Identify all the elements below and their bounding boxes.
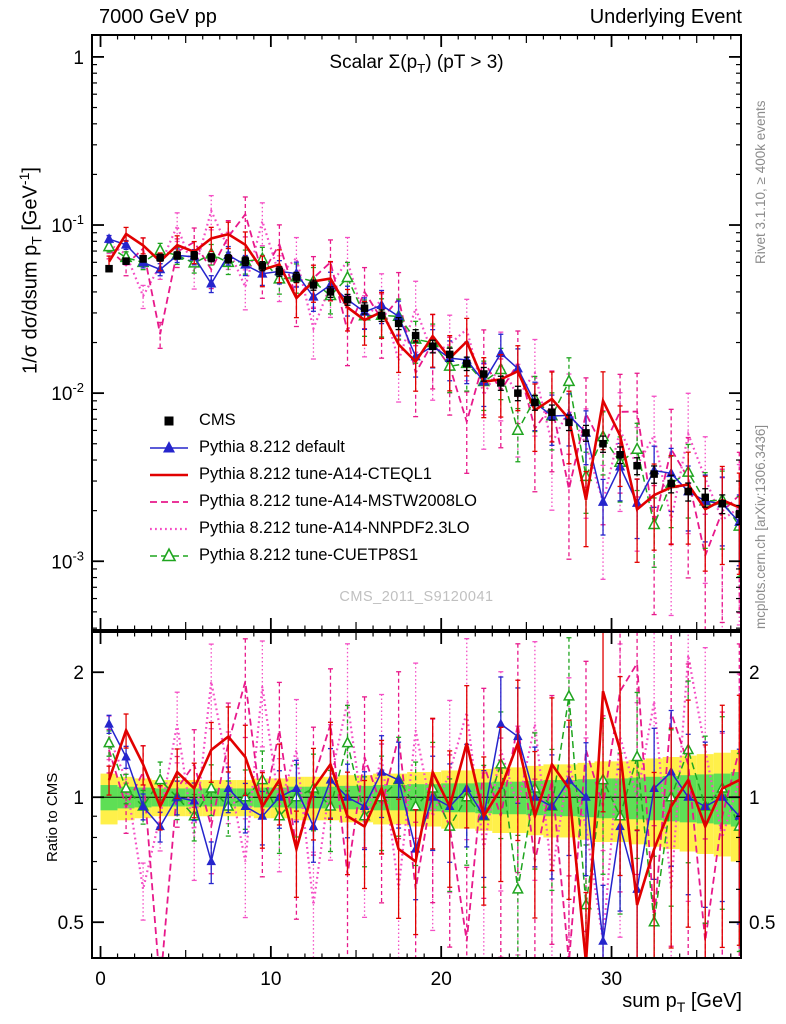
analysis-id-watermark: CMS_2011_S9120041 [339, 589, 494, 605]
legend-marker-a14-mstw2008lo [150, 500, 188, 503]
main-panel-frame [91, 34, 742, 631]
svg-text:10-3: 10-3 [51, 548, 84, 573]
beam-energy-label: 7000 GeV pp [99, 6, 217, 28]
svg-text:1: 1 [73, 788, 84, 809]
mcplots-reference-label: mcplots.cern.ch [arXiv:1306.3436] [753, 424, 768, 629]
svg-text:0: 0 [95, 969, 106, 990]
legend-item-cms: CMS [148, 407, 477, 434]
svg-text:10: 10 [260, 969, 281, 990]
axis-tick-labels: 1 10-1 10-2 10-3 2 2 1 1 0.5 0.5 0 10 20 30 [51, 48, 775, 990]
rivet-version-label: Rivet 3.1.10, ≥ 400k events [753, 100, 768, 264]
series-tune-a14-cteql1-main [106, 221, 741, 575]
series-cms-main [105, 250, 741, 526]
svg-text:0.5: 0.5 [58, 913, 84, 934]
legend-marker-cuetp8s1 [150, 546, 188, 561]
legend-marker-pythia-default [150, 440, 188, 452]
svg-text:10-1: 10-1 [51, 212, 84, 237]
legend-item-a14-cteql1: Pythia 8.212 tune-A14-CTEQL1 [148, 461, 477, 488]
legend-item-a14-nnpdf23lo: Pythia 8.212 tune-A14-NNPDF2.3LO [148, 515, 477, 542]
legend-marker-cms [164, 416, 174, 425]
legend-label: Pythia 8.212 tune-A14-NNPDF2.3LO [199, 519, 470, 537]
svg-text:30: 30 [601, 969, 622, 990]
legend-label: Pythia 8.212 tune-A14-MSTW2008LO [199, 492, 477, 510]
x-axis-label: sum pT [GeV] [622, 990, 742, 1015]
svg-text:10-2: 10-2 [51, 380, 84, 405]
title-sub: T [417, 60, 426, 76]
svg-text:2: 2 [73, 663, 84, 684]
ratio-panel-series [103, 632, 741, 958]
svg-text:1: 1 [73, 48, 84, 69]
legend-marker-a14-nnpdf23lo [150, 527, 188, 530]
svg-text:2: 2 [749, 663, 760, 684]
legend: CMS Pythia 8.212 default Pythia 8.212 tu… [148, 407, 477, 569]
legend-label: Pythia 8.212 default [199, 438, 345, 456]
legend-item-pythia-default: Pythia 8.212 default [148, 434, 477, 461]
legend-label: Pythia 8.212 tune-A14-CTEQL1 [199, 465, 432, 483]
legend-item-cuetp8s1: Pythia 8.212 tune-CUETP8S1 [148, 542, 477, 569]
svg-text:20: 20 [431, 969, 452, 990]
observable-group-label: Underlying Event [589, 6, 742, 28]
main-panel-series [102, 194, 741, 630]
title-part: ) (pT > 3) [425, 52, 504, 73]
series-tune-a14-cteql1-ratio [106, 632, 741, 958]
legend-label: Pythia 8.212 tune-CUETP8S1 [199, 546, 419, 564]
series-pythia-default-ratio [104, 676, 741, 958]
ratio-panel-frame [91, 631, 742, 959]
plot-title: Scalar Σ(pT) (pT > 3) [92, 52, 741, 76]
svg-text:0.5: 0.5 [749, 913, 775, 934]
svg-text:1: 1 [749, 788, 760, 809]
legend-marker-a14-cteql1 [150, 473, 188, 476]
legend-label: CMS [199, 411, 236, 429]
title-part: Scalar Σ(p [329, 52, 418, 73]
legend-item-a14-mstw2008lo: Pythia 8.212 tune-A14-MSTW2008LO [148, 488, 477, 515]
y-axis-label-ratio: Ratio to CMS [44, 772, 61, 862]
y-axis-label-main: 1/σ dσ/dsum pT [GeV-1] [16, 167, 45, 374]
